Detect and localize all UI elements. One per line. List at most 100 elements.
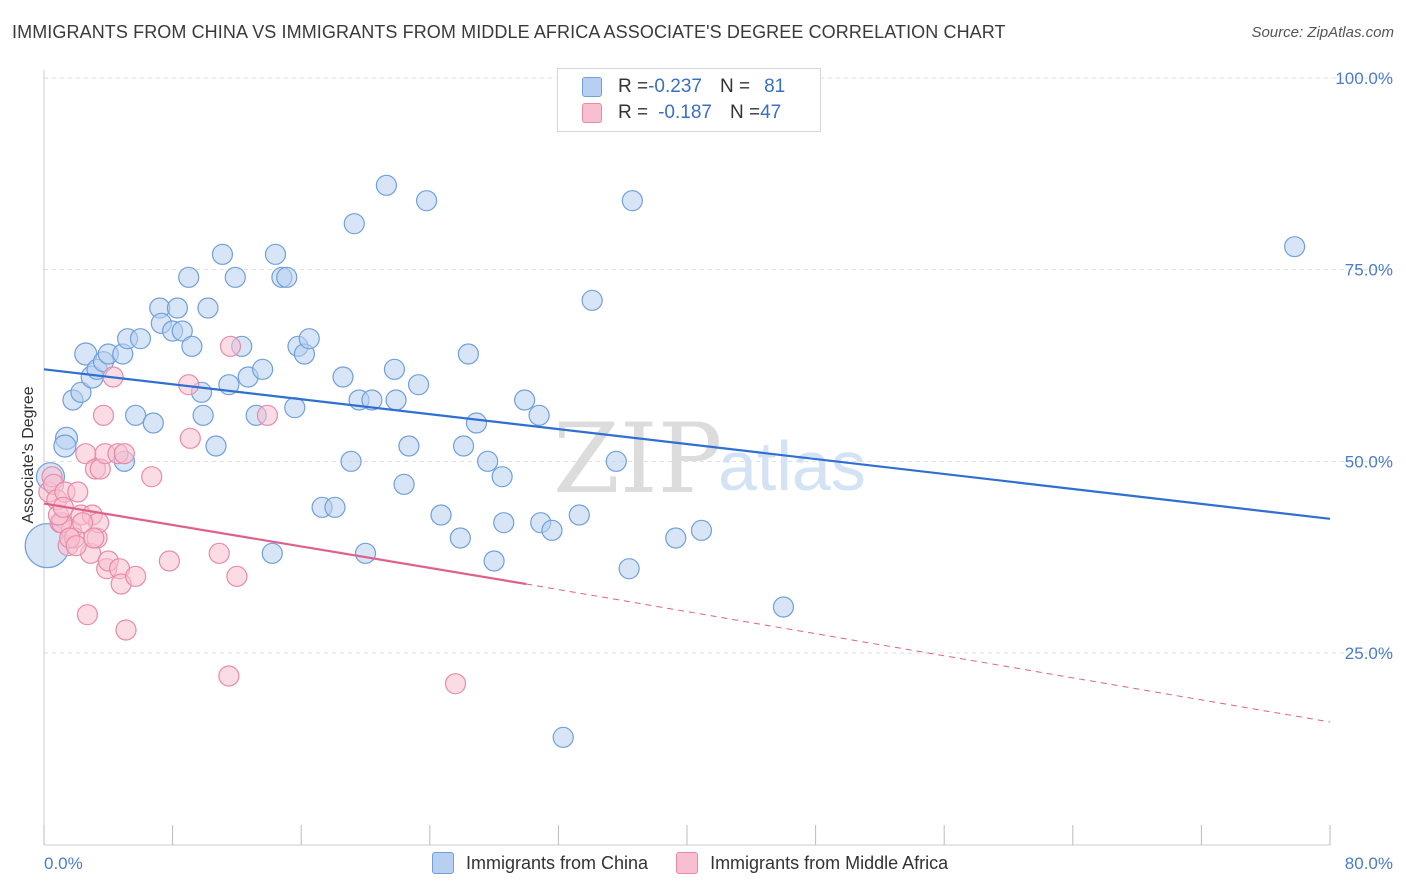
china-point-35 [264, 243, 287, 265]
series-china-points [24, 174, 1306, 748]
africa-point-39 [444, 673, 467, 695]
china-point-77 [690, 519, 713, 541]
africa-point-42 [65, 535, 87, 557]
china-point-79 [1284, 236, 1306, 258]
legend-row-china: R = -0.237 N = 81 [582, 75, 785, 99]
china-point-37 [276, 266, 298, 288]
legend-swatch-africa [582, 103, 602, 123]
china-point-19 [166, 297, 189, 319]
china-point-15 [142, 412, 164, 434]
trend-lines [43, 368, 1331, 723]
china-point-76 [665, 527, 687, 549]
x-tick-label-0: 0.0% [44, 854, 83, 873]
series-legend: Immigrants from China Immigrants from Mi… [432, 852, 976, 874]
y-tick-label-0: 25.0% [1345, 644, 1393, 663]
china-point-13 [129, 328, 152, 350]
series-africa-points [38, 335, 467, 695]
africa-point-31 [158, 550, 180, 572]
africa-point-27 [113, 443, 135, 465]
china-point-60 [457, 343, 479, 365]
china-point-5 [70, 381, 92, 403]
china-point-49 [361, 389, 383, 411]
china-point-71 [568, 504, 590, 526]
legend-r-africa: -0.187 [658, 102, 712, 123]
africa-point-34 [208, 542, 230, 564]
africa-point-28 [115, 619, 137, 641]
china-point-58 [449, 527, 471, 549]
china-point-78 [772, 596, 795, 618]
africa-point-37 [226, 565, 248, 587]
china-point-46 [343, 213, 365, 235]
y-tick-label-2: 75.0% [1345, 261, 1393, 280]
china-point-25 [197, 297, 219, 319]
china-point-69 [541, 519, 563, 541]
africa-point-9 [67, 481, 89, 503]
africa-point-33 [179, 427, 201, 449]
legend-swatch-china [582, 77, 602, 97]
china-point-62 [477, 450, 499, 472]
tick-labels: 25.0% 50.0% 75.0% 100.0% 0.0% 80.0% [44, 69, 1393, 873]
legend-n-china: 81 [764, 76, 786, 97]
china-point-24 [192, 404, 214, 426]
china-point-27 [211, 243, 234, 265]
china-point-59 [452, 435, 475, 457]
watermark-atlas: atlas [718, 427, 866, 505]
china-point-70 [552, 726, 574, 748]
china-point-38 [284, 397, 306, 419]
china-point-52 [385, 389, 407, 411]
china-point-66 [514, 389, 536, 411]
china-point-21 [178, 266, 200, 288]
legend-row-africa: R = -0.187 N = 47 [582, 101, 781, 125]
china-point-26 [205, 435, 227, 457]
china-point-3 [53, 434, 77, 458]
legend-item-africa: Immigrants from Middle Africa [676, 852, 948, 874]
china-point-54 [398, 435, 420, 457]
y-axis-title: Associate's Degree [20, 386, 37, 523]
china-point-43 [324, 496, 346, 518]
legend-r-china: -0.237 [648, 76, 702, 97]
china-point-64 [491, 466, 513, 488]
x-tick-label-1: 80.0% [1345, 854, 1393, 873]
china-point-57 [430, 504, 452, 526]
legend-item-china: Immigrants from China [432, 852, 648, 874]
china-point-75 [621, 190, 643, 212]
china-point-14 [125, 404, 147, 426]
china-point-33 [252, 358, 274, 380]
china-point-34 [261, 542, 283, 564]
africa-point-46 [83, 527, 105, 549]
grid-lines [44, 77, 1392, 654]
china-point-73 [605, 450, 627, 472]
africa-point-29 [125, 565, 147, 587]
source-label: Source: ZipAtlas.com [1251, 24, 1394, 41]
legend-n-africa: 47 [760, 102, 782, 123]
china-point-45 [340, 450, 362, 472]
china-point-44 [332, 366, 354, 388]
china-point-56 [415, 190, 438, 212]
y-tick-label-1: 50.0% [1345, 452, 1393, 471]
trend-line-africa-extrapolated [526, 583, 1331, 723]
china-point-72 [581, 289, 603, 311]
china-point-67 [528, 404, 550, 426]
legend-swatch-china-bottom [432, 852, 454, 874]
africa-point-36 [219, 335, 242, 357]
china-point-29 [224, 266, 246, 288]
china-point-20 [171, 320, 193, 342]
axes [43, 70, 1331, 846]
china-point-53 [393, 473, 415, 495]
stats-legend: R = -0.237 N = 81 R = -0.187 N = 47 [557, 68, 821, 132]
watermark: ZIP atlas [553, 403, 866, 515]
africa-point-35 [218, 665, 240, 687]
africa-point-30 [141, 466, 163, 488]
africa-point-45 [71, 512, 94, 534]
china-point-61 [465, 412, 488, 434]
china-point-63 [483, 550, 505, 572]
legend-swatch-africa-bottom [676, 852, 699, 874]
trend-line-china [43, 368, 1331, 520]
africa-point-12 [76, 604, 99, 626]
y-tick-label-3: 100.0% [1335, 69, 1393, 88]
chart-title: IMMIGRANTS FROM CHINA VS IMMIGRANTS FROM… [12, 22, 1006, 42]
africa-point-19 [92, 404, 115, 426]
china-point-51 [383, 358, 406, 380]
china-point-55 [407, 374, 430, 396]
china-point-65 [493, 512, 515, 534]
